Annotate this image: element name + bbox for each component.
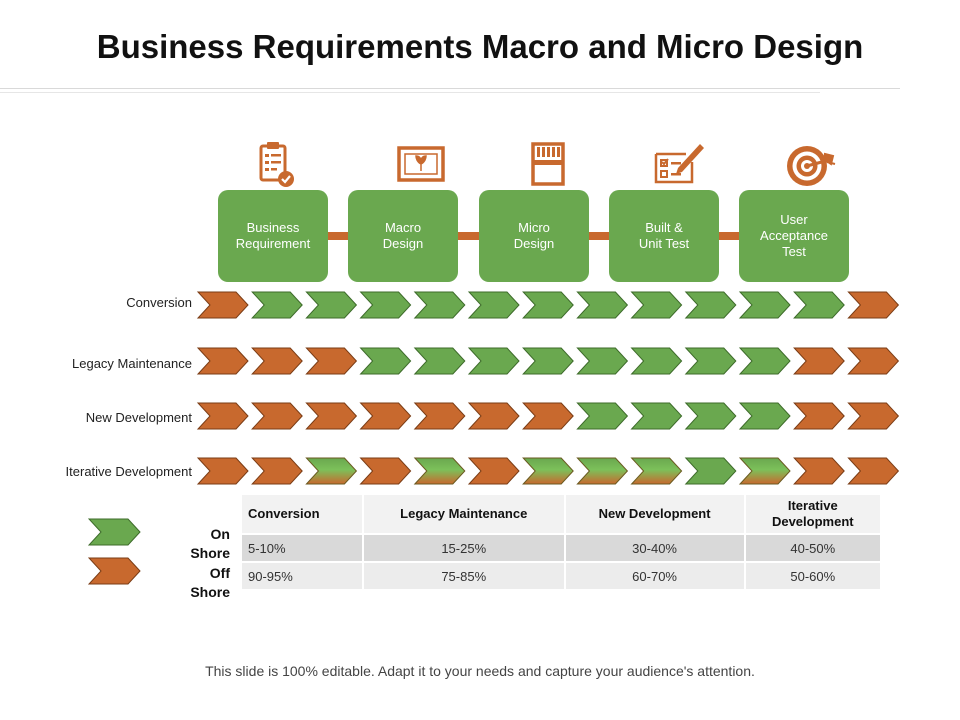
checklist-pencil-icon	[654, 144, 704, 184]
legend-off-shore: Off Shore	[190, 565, 230, 600]
chevron-green	[576, 347, 629, 375]
stage-user-acceptance-test: User Acceptance Test	[739, 190, 849, 282]
table-header: Iterative Development	[745, 495, 880, 533]
table-cell: 90-95%	[242, 563, 362, 589]
chevron-mixed	[630, 457, 683, 485]
chevron-orange	[467, 457, 520, 485]
clipboard-checklist-icon	[259, 142, 294, 187]
chevron-orange	[847, 291, 900, 319]
chevron-orange	[847, 457, 900, 485]
chevron-green	[684, 291, 737, 319]
legend-chevron-orange	[88, 557, 141, 585]
chevron-orange	[196, 402, 249, 430]
chevron-mixed	[305, 457, 358, 485]
table-cell: 15-25%	[363, 535, 564, 561]
framed-picture-icon	[397, 146, 445, 182]
table-row-off-shore: 90-95% 75-85% 60-70% 50-60%	[242, 563, 880, 589]
table-cell: 5-10%	[242, 535, 362, 561]
chevron-green	[630, 291, 683, 319]
chevron-green	[413, 291, 466, 319]
row-label-conversion: Conversion	[126, 295, 192, 310]
chevron-row-iterative-development	[196, 457, 900, 485]
chevron-orange	[251, 402, 303, 430]
stage-micro-design: Micro Design	[479, 190, 589, 282]
table-cell: 60-70%	[565, 563, 744, 589]
chevron-orange	[522, 402, 574, 430]
chevron-green	[522, 291, 574, 319]
row-label-new-development: New Development	[85, 410, 192, 425]
slide-title: Business Requirements Macro and Micro De…	[96, 28, 864, 65]
legend-chevron-green	[88, 518, 141, 546]
chevron-orange	[359, 402, 412, 430]
chevron-green	[359, 291, 412, 319]
table-row-on-shore: 5-10% 15-25% 30-40% 40-50%	[242, 535, 880, 561]
stage-business-requirement: Business Requirement	[218, 190, 328, 282]
chevron-green	[413, 347, 466, 375]
chevron-green	[684, 402, 737, 430]
target-arrow-icon	[787, 146, 836, 186]
stage-built-unit-test: Built & Unit Test	[609, 190, 719, 282]
chevron-green	[630, 347, 683, 375]
shore-percentage-table: Conversion Legacy Maintenance New Develo…	[240, 493, 882, 591]
chevron-row-legacy-maintenance	[196, 347, 900, 375]
chevron-orange	[467, 402, 520, 430]
chevron-orange	[359, 457, 412, 485]
chevron-orange	[847, 402, 900, 430]
chevron-mixed	[738, 457, 791, 485]
table-cell: 50-60%	[745, 563, 880, 589]
footer-note: This slide is 100% editable. Adapt it to…	[205, 663, 755, 679]
chevron-green	[576, 291, 629, 319]
chevron-green	[522, 347, 574, 375]
chevron-orange	[251, 457, 303, 485]
chevron-orange	[847, 347, 900, 375]
chevron-orange	[251, 347, 303, 375]
chevron-orange	[196, 291, 249, 319]
row-label-iterative-development: Iterative Development	[65, 464, 192, 479]
chevron-green	[467, 291, 520, 319]
table-header-row: Conversion Legacy Maintenance New Develo…	[242, 495, 880, 533]
chevron-orange	[305, 402, 358, 430]
chevron-green	[684, 347, 737, 375]
chevron-green	[359, 347, 412, 375]
memory-card-icon	[531, 142, 565, 186]
chevron-orange	[793, 347, 845, 375]
stage-macro-design: Macro Design	[348, 190, 458, 282]
legend-on-shore: On Shore	[190, 526, 230, 561]
chevron-mixed	[576, 457, 629, 485]
chevron-green	[251, 291, 303, 319]
row-label-legacy-maintenance: Legacy Maintenance	[72, 356, 192, 371]
chevron-orange	[793, 402, 845, 430]
chevron-green	[793, 291, 845, 319]
chevron-orange	[196, 457, 249, 485]
chevron-green	[684, 457, 737, 485]
table-cell: 40-50%	[745, 535, 880, 561]
chevron-green	[738, 347, 791, 375]
chevron-mixed	[413, 457, 466, 485]
chevron-mixed	[522, 457, 574, 485]
chevron-green	[630, 402, 683, 430]
chevron-green	[576, 402, 629, 430]
table-header: New Development	[565, 495, 744, 533]
table-cell: 75-85%	[363, 563, 564, 589]
table-cell: 30-40%	[565, 535, 744, 561]
table-header: Conversion	[242, 495, 362, 533]
title-divider	[0, 88, 900, 89]
chevron-green	[305, 291, 358, 319]
chevron-row-new-development	[196, 402, 900, 430]
table-header: Legacy Maintenance	[363, 495, 564, 533]
chevron-orange	[305, 347, 358, 375]
chevron-orange	[196, 347, 249, 375]
chevron-orange	[793, 457, 845, 485]
chevron-green	[738, 291, 791, 319]
title-divider-secondary	[0, 92, 820, 93]
chevron-green	[738, 402, 791, 430]
chevron-row-conversion	[196, 291, 900, 319]
chevron-green	[467, 347, 520, 375]
chevron-orange	[413, 402, 466, 430]
